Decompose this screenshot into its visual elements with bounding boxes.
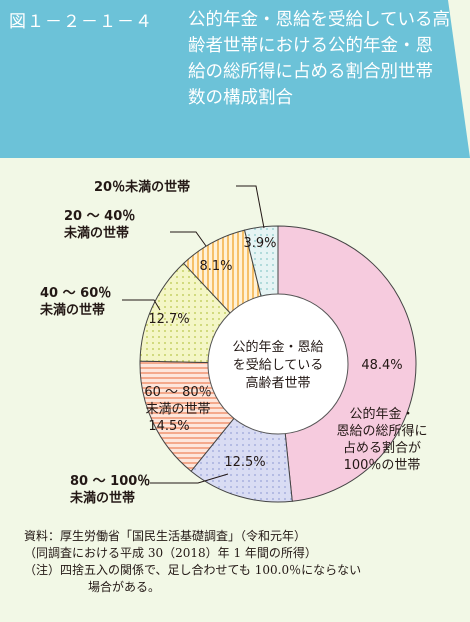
- value-label-full-100: 48.4%: [361, 358, 402, 373]
- category-label-under-20: 20％未満の世帯: [94, 179, 190, 195]
- header-corner: [448, 0, 470, 158]
- rounding-note-cont: 場合がある。: [88, 580, 161, 594]
- source-note: 資料：厚生労働省「国民生活基礎調査」（令和元年）: [24, 529, 307, 543]
- donut-hole: [207, 293, 349, 435]
- category-label-full-100: 公的年金・恩給の総所得に占める割合が 100％の世帯: [336, 406, 427, 473]
- leader-line-under-20: [236, 185, 265, 229]
- value-label-20-40: 8.1%: [199, 259, 232, 274]
- category-label-20-40: 20 ～ 40％未満の世帯: [63, 209, 135, 241]
- value-label-under-20: 3.9%: [243, 236, 276, 251]
- category-label-80-100: 80 ～ 100％未満の世帯: [69, 474, 150, 506]
- leader-line-20-40: [170, 231, 207, 247]
- center-label: 公的年金・恩給を受給している高齢者世帯: [232, 339, 323, 391]
- leader-line-40-60: [122, 299, 161, 311]
- figure-title: 公的年金・恩給を受給している高齢者世帯における公的年金・恩給の総所得に占める割合…: [188, 10, 450, 108]
- figure-header: 図１－２－１－４ 公的年金・恩給を受給している高齢者世帯における公的年金・恩給の…: [0, 0, 470, 158]
- figure-number: 図１－２－１－４: [9, 12, 153, 32]
- chart-notes: 資料：厚生労働省「国民生活基礎調査」（令和元年） （同調査における平成 30（2…: [24, 528, 464, 596]
- value-label-60-80: 14.5%: [148, 419, 189, 434]
- rounding-note: （注）四捨五入の関係で、足し合わせても 100.0％にならない: [24, 563, 362, 577]
- donut-chart: 48.4% 12.5% 14.5% 12.7% 8.1% 3.9% 公的年金・恩給の総所得に…: [39, 179, 428, 506]
- category-label-60-80: 60 ～ 80％未満の世帯: [144, 385, 211, 417]
- value-label-40-60: 12.7%: [148, 312, 189, 327]
- category-label-40-60: 40 ～ 60％未満の世帯: [39, 286, 111, 318]
- leader-line-80-100: [150, 473, 229, 484]
- source-period-note: （同調査における平成 30（2018）年 1 年間の所得）: [24, 546, 317, 560]
- value-label-80-100: 12.5%: [224, 455, 265, 470]
